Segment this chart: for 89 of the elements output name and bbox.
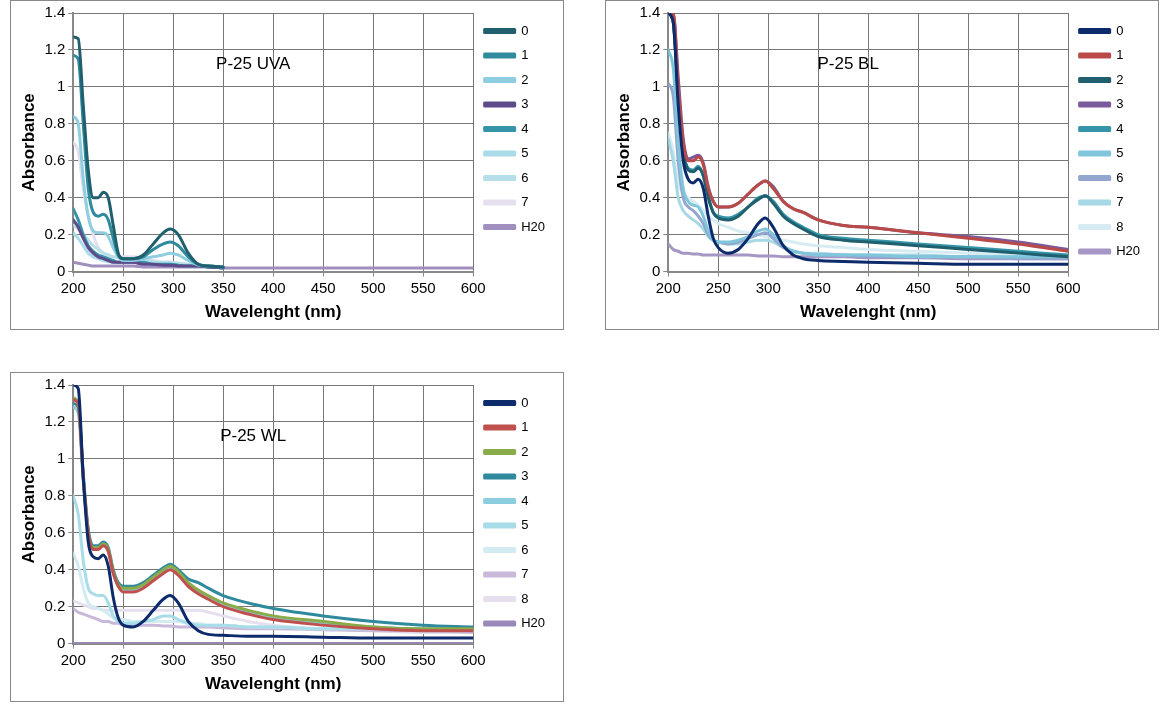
x-tick-label: 300 (160, 278, 186, 296)
x-tick-label: 200 (655, 278, 681, 296)
legend-label: 7 (521, 194, 529, 210)
x-tick-label: 400 (260, 278, 286, 296)
legend-label: 4 (1116, 120, 1124, 136)
x-tick-label: 200 (60, 278, 86, 296)
legend-label: 5 (521, 517, 529, 533)
y-tick-label: 1 (56, 449, 66, 467)
x-tick-label: 350 (210, 278, 236, 296)
legend-label: 0 (521, 394, 529, 410)
y-tick-label: 1 (56, 77, 66, 95)
x-tick-label: 500 (360, 650, 386, 668)
x-tick-label: 550 (1005, 278, 1031, 296)
x-tick-label: 450 (905, 278, 931, 296)
y-tick-label: 1.2 (639, 40, 661, 58)
legend-label: 1 (1116, 47, 1124, 63)
y-tick-label: 0.4 (639, 187, 661, 205)
y-tick-label: 0.6 (44, 150, 66, 168)
legend-label: 3 (521, 96, 529, 112)
x-axis-title: Wavelenght (nm) (800, 302, 937, 322)
text: P-25 WL (220, 426, 287, 446)
x-tick-label: 450 (310, 650, 336, 668)
x-tick-label: 250 (110, 278, 136, 296)
y-tick-label: 1.2 (44, 40, 66, 58)
y-axis-title: Absorbance (18, 465, 38, 564)
legend-label: 5 (1116, 145, 1124, 161)
y-tick-label: 0.6 (44, 522, 66, 540)
x-tick-label: 350 (210, 650, 236, 668)
legend-label: 8 (521, 590, 529, 606)
legend-label: H20 (521, 615, 546, 631)
x-tick-label: 550 (410, 650, 436, 668)
x-axis-title: Wavelenght (nm) (205, 302, 342, 322)
x-tick-label: 400 (260, 650, 286, 668)
y-tick-label: 1.4 (639, 3, 661, 21)
legend-label: 1 (521, 419, 529, 435)
legend-label: 7 (521, 566, 529, 582)
y-tick-label: 1.4 (44, 3, 66, 21)
x-tick-label: 450 (310, 278, 336, 296)
x-tick-label: 300 (755, 278, 781, 296)
y-tick-label: 0.2 (639, 224, 661, 242)
y-tick-label: 0 (56, 633, 66, 651)
legend-label: 6 (521, 541, 529, 557)
x-tick-label: 500 (360, 278, 386, 296)
x-tick-label: 550 (410, 278, 436, 296)
y-tick-label: 1.2 (44, 412, 66, 430)
x-axis-title: Wavelenght (nm) (205, 674, 342, 694)
legend-label: 0 (521, 22, 529, 38)
x-tick-label: 600 (460, 650, 486, 668)
legend-label: 3 (1116, 96, 1124, 112)
legend-label: 6 (1116, 169, 1124, 185)
y-tick-label: 0.8 (44, 485, 66, 503)
y-tick-label: 1.4 (44, 375, 66, 393)
y-tick-label: 0.8 (639, 113, 661, 131)
text: P-25 BL (817, 54, 879, 74)
legend-label: 3 (521, 468, 529, 484)
y-tick-label: 0.2 (44, 224, 66, 242)
y-axis-title: Absorbance (613, 93, 633, 192)
legend-label: 6 (521, 169, 529, 185)
x-tick-label: 250 (705, 278, 731, 296)
y-tick-label: 0 (56, 261, 66, 279)
x-tick-label: 600 (1055, 278, 1081, 296)
legend-label: 0 (1116, 22, 1124, 38)
legend-label: 2 (521, 71, 529, 87)
legend-label: 5 (521, 145, 529, 161)
legend-label: H20 (1116, 243, 1141, 259)
x-tick-label: 250 (110, 650, 136, 668)
x-tick-label: 400 (855, 278, 881, 296)
legend-label: 2 (1116, 71, 1124, 87)
y-tick-label: 0.6 (639, 150, 661, 168)
y-tick-label: 0.8 (44, 113, 66, 131)
x-tick-label: 350 (805, 278, 831, 296)
y-axis-title: Absorbance (18, 93, 38, 192)
x-tick-label: 600 (460, 278, 486, 296)
legend-label: H20 (521, 218, 546, 234)
y-tick-label: 0 (651, 261, 661, 279)
legend-label: 7 (1116, 194, 1124, 210)
x-tick-label: 200 (60, 650, 86, 668)
y-tick-label: 0.4 (44, 187, 66, 205)
y-tick-label: 0.4 (44, 559, 66, 577)
y-tick-label: 0.2 (44, 596, 66, 614)
x-tick-label: 500 (955, 278, 981, 296)
text: P-25 UVA (216, 54, 292, 74)
legend-label: 2 (521, 443, 529, 459)
legend-label: 8 (1116, 218, 1124, 234)
legend-label: 1 (521, 47, 529, 63)
legend-label: 4 (521, 492, 529, 508)
legend-label: 4 (521, 120, 529, 136)
x-tick-label: 300 (160, 650, 186, 668)
y-tick-label: 1 (651, 77, 661, 95)
